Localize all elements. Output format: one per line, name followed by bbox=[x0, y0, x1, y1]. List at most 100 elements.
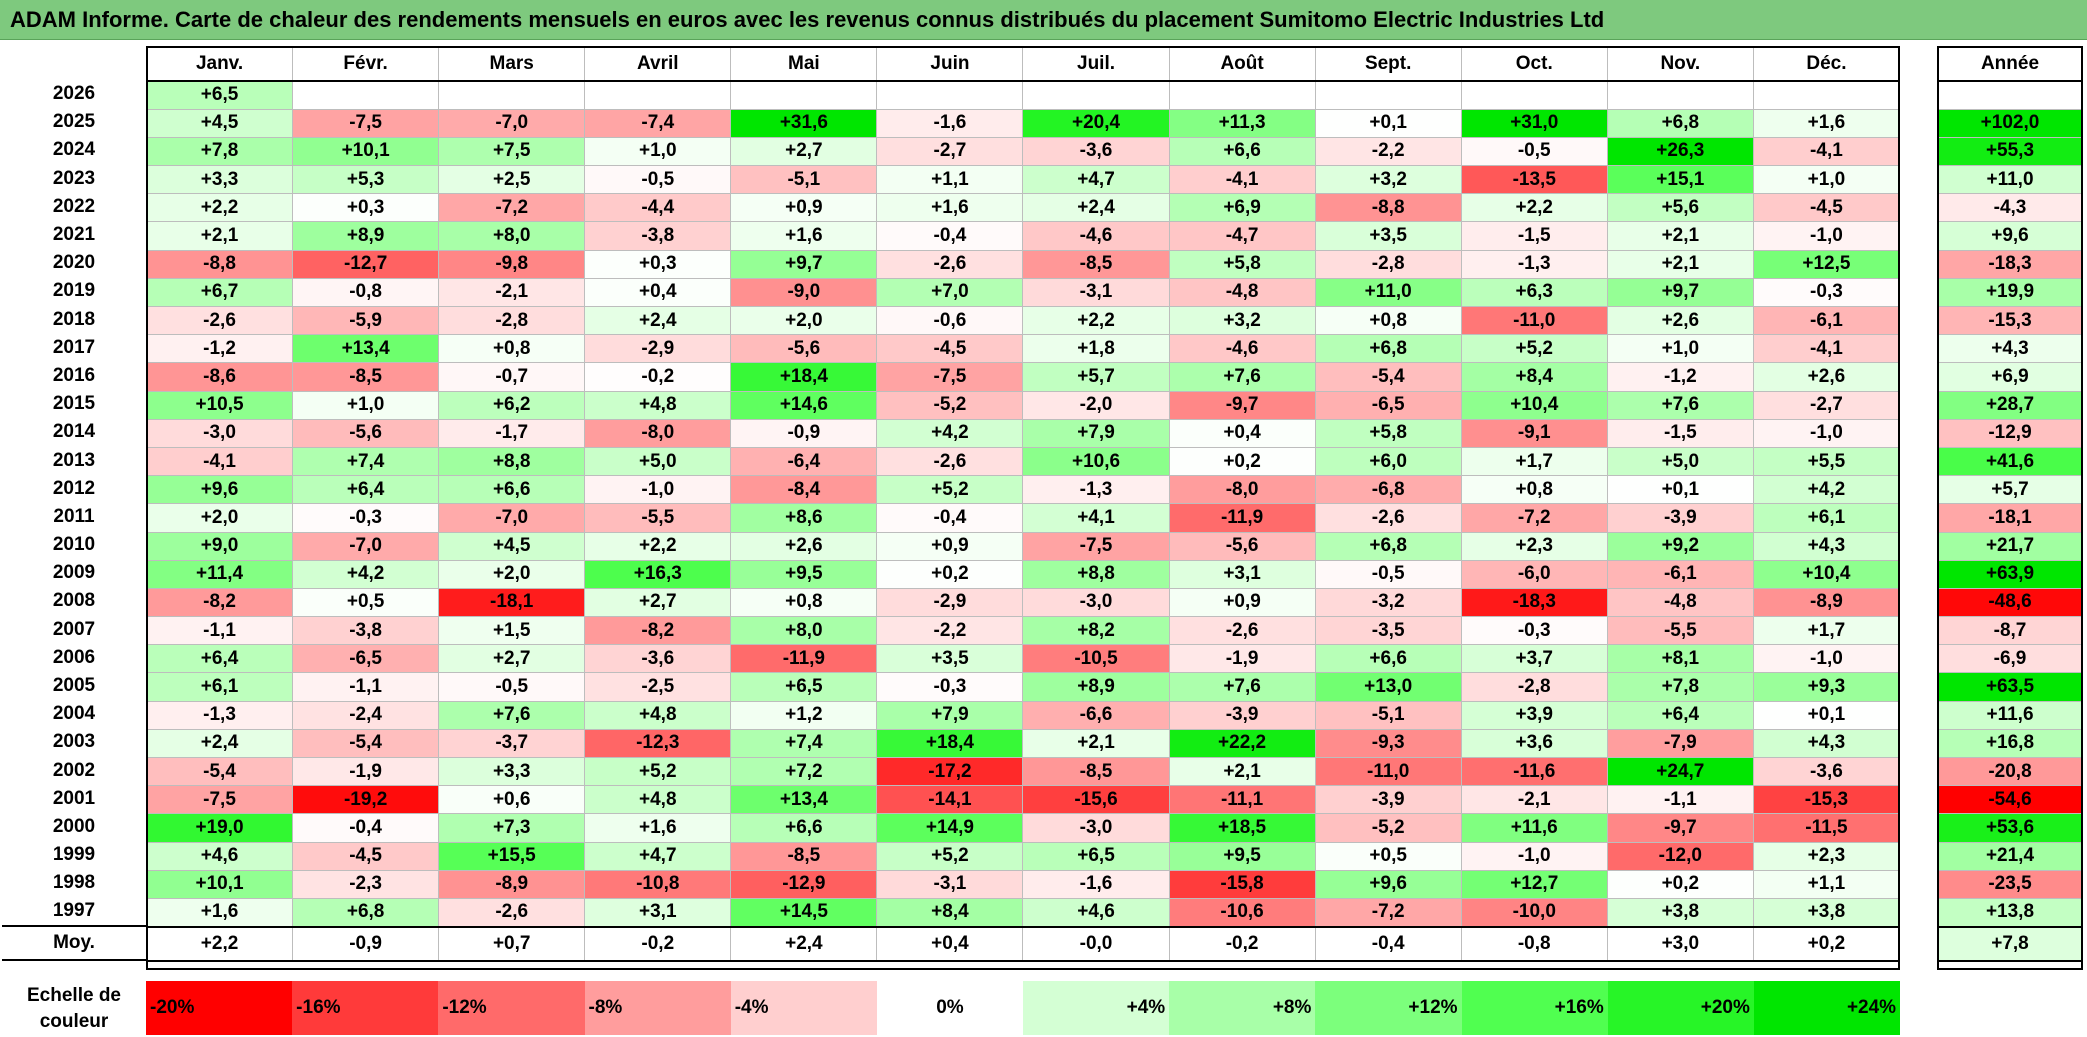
heatmap-cell: -3,9 bbox=[1314, 785, 1462, 815]
average-cell: -0,8 bbox=[1460, 925, 1608, 962]
annual-cell: -54,6 bbox=[1937, 785, 2083, 815]
heatmap-row: -7,5 -19,2 +0,6 +4,8 +13,4 -14,1 -15,6 -11,1 -3,… bbox=[145, 785, 1901, 815]
heatmap-cell: -0,5 bbox=[1460, 136, 1608, 167]
color-scale-cell: +16% bbox=[1461, 981, 1608, 1035]
annual-cell: +13,8 bbox=[1937, 897, 2083, 928]
heatmap-cell: +4,6 bbox=[1022, 897, 1170, 928]
report-title: ADAM Informe. Carte de chaleur des rende… bbox=[10, 7, 1605, 32]
heatmap-row: -1,2 +13,4 +0,8 -2,9 -5,6 -4,5 +1,8 -4,6 +6,8 +5,… bbox=[145, 334, 1901, 364]
heatmap-cell: +9,7 bbox=[1606, 277, 1754, 308]
heatmap-cell: +2,1 bbox=[1606, 249, 1754, 279]
year-label: 1999 bbox=[52, 844, 96, 866]
year-label: 2016 bbox=[52, 364, 96, 386]
heatmap-cell: +11,6 bbox=[1460, 813, 1608, 843]
heatmap-cell: -11,5 bbox=[1752, 813, 1901, 843]
heatmap-cell: -0,4 bbox=[876, 221, 1024, 251]
heatmap-cell: +2,2 bbox=[1022, 305, 1170, 336]
heatmap-cell: +9,0 bbox=[145, 531, 294, 561]
heatmap-cell: +4,3 bbox=[1752, 531, 1901, 561]
heatmap-cell: +3,2 bbox=[1314, 165, 1462, 195]
heatmap-cell: -3,0 bbox=[1022, 587, 1170, 618]
heatmap-cell: +2,3 bbox=[1752, 841, 1901, 871]
color-scale-cell: +8% bbox=[1169, 981, 1316, 1035]
heatmap-cell: +4,1 bbox=[1022, 503, 1170, 533]
heatmap-cell: -2,6 bbox=[1168, 616, 1316, 646]
color-scale-cell: +4% bbox=[1023, 981, 1170, 1035]
annual-cell bbox=[1937, 80, 2083, 110]
annual-cell: +9,6 bbox=[1937, 221, 2083, 251]
color-scale-label: Echelle de couleur bbox=[27, 985, 121, 1032]
heatmap-cell: +7,9 bbox=[876, 700, 1024, 730]
year-label: 2024 bbox=[52, 139, 96, 161]
heatmap-cell: +2,7 bbox=[730, 136, 878, 167]
average-cell: +2,2 bbox=[145, 925, 294, 962]
heatmap-cell: +4,7 bbox=[1022, 165, 1170, 195]
heatmap-cell: -0,9 bbox=[730, 418, 878, 448]
heatmap-cell: -1,2 bbox=[145, 334, 294, 364]
heatmap-cell: +6,5 bbox=[1022, 841, 1170, 871]
average-cell: +3,0 bbox=[1606, 925, 1754, 962]
heatmap-cell: +1,0 bbox=[292, 390, 440, 420]
heatmap-cell: -7,0 bbox=[438, 503, 586, 533]
heatmap-cell: +8,0 bbox=[438, 221, 586, 251]
heatmap-cell: -7,5 bbox=[1022, 531, 1170, 561]
heatmap-cell: -19,2 bbox=[292, 785, 440, 815]
heatmap-cell: -3,9 bbox=[1168, 700, 1316, 730]
heatmap-cell: +18,4 bbox=[730, 362, 878, 392]
heatmap-cell: +0,4 bbox=[584, 277, 732, 308]
heatmap-cell: +6,6 bbox=[1314, 644, 1462, 674]
annual-cell: +16,8 bbox=[1937, 728, 2083, 759]
heatmap-cell: -3,6 bbox=[1752, 756, 1901, 787]
heatmap-row: +9,6 +6,4 +6,6 -1,0 -8,4 +5,2 -1,3 -8,0 -6,8 +0,8… bbox=[145, 475, 1901, 505]
heatmap-cell: -1,3 bbox=[1460, 249, 1608, 279]
heatmap-cell bbox=[584, 80, 732, 110]
average-cell: -0,9 bbox=[292, 925, 440, 962]
heatmap-cell: -5,4 bbox=[292, 728, 440, 759]
heatmap-cell: +5,2 bbox=[876, 841, 1024, 871]
heatmap-cell: -4,7 bbox=[1168, 221, 1316, 251]
heatmap-cell: +10,4 bbox=[1460, 390, 1608, 420]
heatmap-cell: +16,3 bbox=[584, 559, 732, 589]
heatmap-cell: -5,2 bbox=[1314, 813, 1462, 843]
heatmap-cell: -5,5 bbox=[1606, 616, 1754, 646]
heatmap-cell: -8,0 bbox=[1168, 475, 1316, 505]
heatmap-cell: -8,8 bbox=[1314, 193, 1462, 223]
heatmap-row: +10,1 -2,3 -8,9 -10,8 -12,9 -3,1 -1,6 -15,8 +9,6… bbox=[145, 869, 1901, 899]
heatmap-cell: +6,7 bbox=[145, 277, 294, 308]
heatmap-cell: +3,6 bbox=[1460, 728, 1608, 759]
heatmap-cell bbox=[1314, 80, 1462, 110]
heatmap-cell: -14,1 bbox=[876, 785, 1024, 815]
heatmap-cell: +9,3 bbox=[1752, 672, 1901, 702]
heatmap-cell: +1,7 bbox=[1460, 446, 1608, 477]
annual-cell: -20,8 bbox=[1937, 756, 2083, 787]
heatmap-cell: +0,9 bbox=[1168, 587, 1316, 618]
heatmap-cell: +9,6 bbox=[1314, 869, 1462, 899]
heatmap-cell bbox=[292, 80, 440, 110]
heatmap-cell: +13,0 bbox=[1314, 672, 1462, 702]
heatmap-cell: +5,5 bbox=[1752, 446, 1901, 477]
heatmap-cell: -0,8 bbox=[292, 277, 440, 308]
heatmap-row: +6,4 -6,5 +2,7 -3,6 -11,9 +3,5 -10,5 -1,9 +6,6 +3… bbox=[145, 644, 1901, 674]
heatmap-cell: -8,5 bbox=[730, 841, 878, 871]
heatmap-cell: -12,9 bbox=[730, 869, 878, 899]
heatmap-cell: +2,2 bbox=[584, 531, 732, 561]
heatmap-cell bbox=[730, 80, 878, 110]
heatmap-cell: +6,5 bbox=[730, 672, 878, 702]
heatmap-cell: -9,8 bbox=[438, 249, 586, 279]
heatmap-cell: +4,8 bbox=[584, 700, 732, 730]
annual-cell: +53,6 bbox=[1937, 813, 2083, 843]
heatmap-cell: +8,6 bbox=[730, 503, 878, 533]
heatmap-cell: -13,5 bbox=[1460, 165, 1608, 195]
heatmap-cell: +10,5 bbox=[145, 390, 294, 420]
heatmap-row: -2,6 -5,9 -2,8 +2,4 +2,0 -0,6 +2,2 +3,2 +0,8 -11,… bbox=[145, 305, 1901, 336]
heatmap-cell: -3,8 bbox=[292, 616, 440, 646]
heatmap-cell: +7,4 bbox=[730, 728, 878, 759]
heatmap-cell: -3,8 bbox=[584, 221, 732, 251]
heatmap-cell: +1,7 bbox=[1752, 616, 1901, 646]
color-scale-cell: 0% bbox=[876, 981, 1024, 1035]
heatmap-cell: -4,1 bbox=[1752, 136, 1901, 167]
heatmap-cell: -5,2 bbox=[876, 390, 1024, 420]
heatmap-cell: +4,8 bbox=[584, 785, 732, 815]
heatmap-cell: +2,7 bbox=[584, 587, 732, 618]
heatmap-cell bbox=[876, 80, 1024, 110]
